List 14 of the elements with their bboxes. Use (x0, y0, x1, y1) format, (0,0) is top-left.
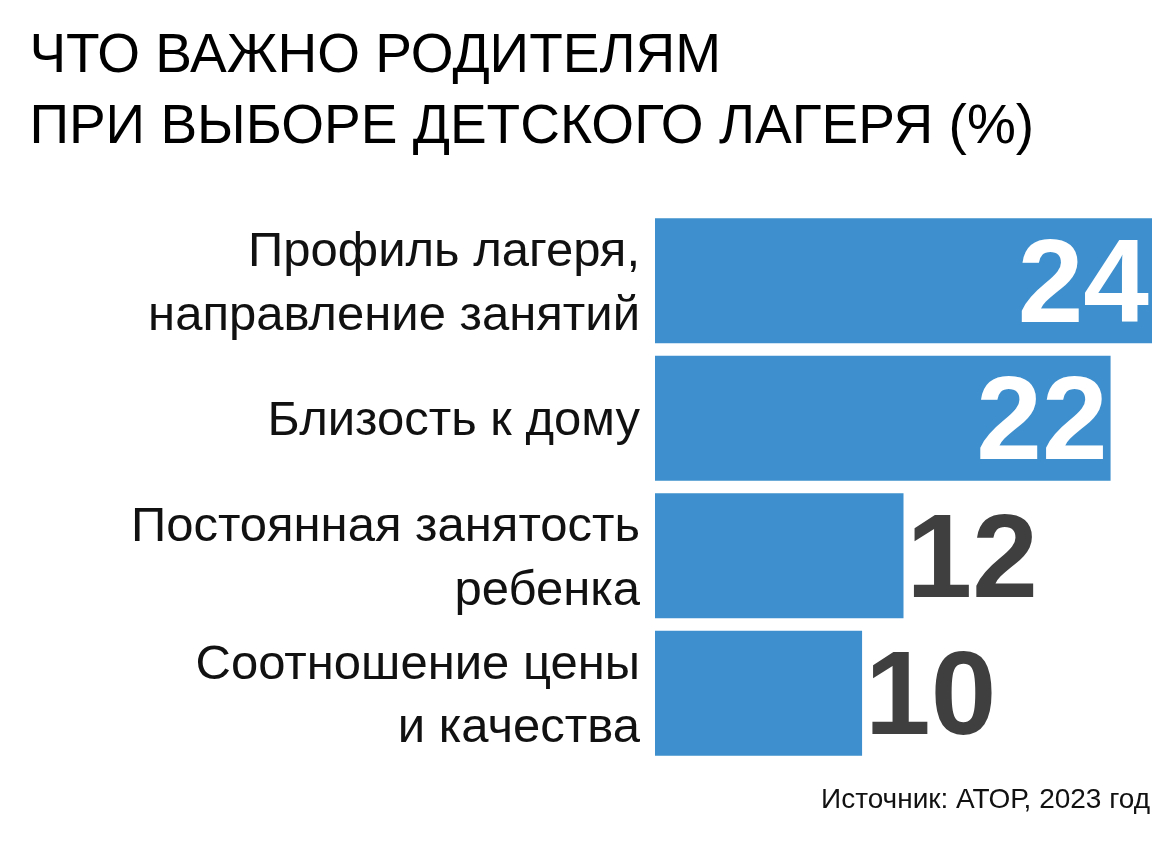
data-label: 24 (1017, 214, 1149, 347)
bar (655, 355, 1111, 481)
data-label: 12 (906, 489, 1038, 622)
y-tick-label: Профиль лагеря, направление занятий (148, 222, 640, 340)
text: Источник: АТОР, 2023 год (821, 783, 1151, 814)
chart-title: ЧТО ВАЖНО РОДИТЕЛЯМ ПРИ ВЫБОРЕ ДЕТСКОГО ЛАГЕРЯ (%) (29, 21, 1035, 156)
bar (655, 218, 1152, 344)
y-tick-label: Постоянная занятость ребенка (130, 497, 641, 615)
bar (655, 630, 863, 756)
data-label: 10 (865, 627, 997, 760)
y-tick-label: Соотношение цены и качества (195, 634, 641, 753)
y-tick-label: Близость к дому (267, 391, 641, 446)
bar (655, 493, 904, 619)
data-label: 22 (976, 352, 1108, 485)
